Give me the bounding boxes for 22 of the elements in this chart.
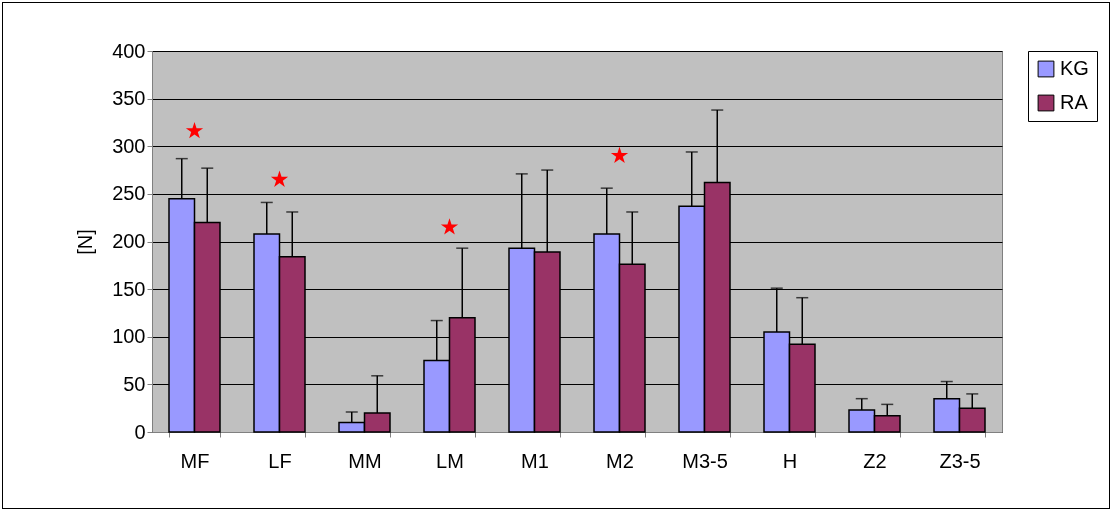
y-tick-label: 50: [123, 372, 146, 395]
y-tick-label: 250: [112, 182, 146, 205]
x-tick-label: M3-5: [682, 449, 728, 472]
legend-label: KG: [1060, 57, 1089, 79]
x-tick-label: MM: [348, 449, 382, 472]
y-tick-label: 0: [134, 420, 146, 443]
x-tick-label: H: [782, 449, 798, 472]
y-tick-label: 200: [112, 230, 146, 252]
y-tick-label: 400: [112, 39, 146, 62]
y-tick-label: 350: [112, 87, 146, 110]
y-tick-label: 300: [112, 134, 146, 157]
x-tick-label: MF: [180, 449, 210, 472]
y-tick-label: 150: [112, 277, 146, 300]
legend-label: RA: [1060, 91, 1089, 113]
x-tick-label: LM: [436, 449, 464, 472]
y-axis-title: [N]: [74, 229, 97, 255]
x-tick-label: Z2: [863, 449, 887, 472]
y-tick-label: 100: [112, 325, 146, 348]
x-tick-label: M1: [521, 449, 549, 472]
x-tick-label: Z3-5: [939, 449, 981, 472]
x-tick-label: M2: [606, 449, 634, 472]
x-tick-label: LF: [268, 449, 292, 472]
